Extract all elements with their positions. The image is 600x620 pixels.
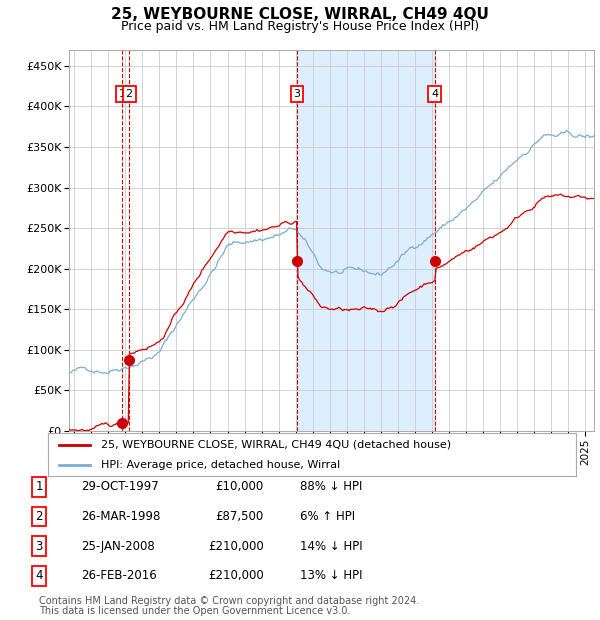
Text: 6% ↑ HPI: 6% ↑ HPI [300,510,355,523]
Text: 26-FEB-2016: 26-FEB-2016 [81,570,157,582]
Text: Contains HM Land Registry data © Crown copyright and database right 2024.: Contains HM Land Registry data © Crown c… [39,596,419,606]
Text: 1: 1 [35,480,43,493]
Text: 25-JAN-2008: 25-JAN-2008 [81,540,155,552]
Text: 14% ↓ HPI: 14% ↓ HPI [300,540,362,552]
Text: £210,000: £210,000 [208,540,264,552]
Text: 88% ↓ HPI: 88% ↓ HPI [300,480,362,493]
Text: 2: 2 [35,510,43,523]
Text: Price paid vs. HM Land Registry's House Price Index (HPI): Price paid vs. HM Land Registry's House … [121,20,479,33]
Bar [297,50,435,431]
Text: 26-MAR-1998: 26-MAR-1998 [81,510,160,523]
Text: 25, WEYBOURNE CLOSE, WIRRAL, CH49 4QU (detached house): 25, WEYBOURNE CLOSE, WIRRAL, CH49 4QU (d… [101,440,451,450]
Text: £210,000: £210,000 [208,570,264,582]
Text: 3: 3 [35,540,43,552]
Text: 13% ↓ HPI: 13% ↓ HPI [300,570,362,582]
Text: 4: 4 [35,570,43,582]
Text: 25, WEYBOURNE CLOSE, WIRRAL, CH49 4QU: 25, WEYBOURNE CLOSE, WIRRAL, CH49 4QU [111,7,489,22]
Text: 1: 1 [119,89,126,99]
Text: 2: 2 [125,89,133,99]
Text: £10,000: £10,000 [216,480,264,493]
Text: This data is licensed under the Open Government Licence v3.0.: This data is licensed under the Open Gov… [39,606,350,616]
Text: 29-OCT-1997: 29-OCT-1997 [81,480,159,493]
Text: £87,500: £87,500 [216,510,264,523]
Text: 3: 3 [293,89,301,99]
Text: 4: 4 [431,89,439,99]
Text: HPI: Average price, detached house, Wirral: HPI: Average price, detached house, Wirr… [101,460,340,470]
